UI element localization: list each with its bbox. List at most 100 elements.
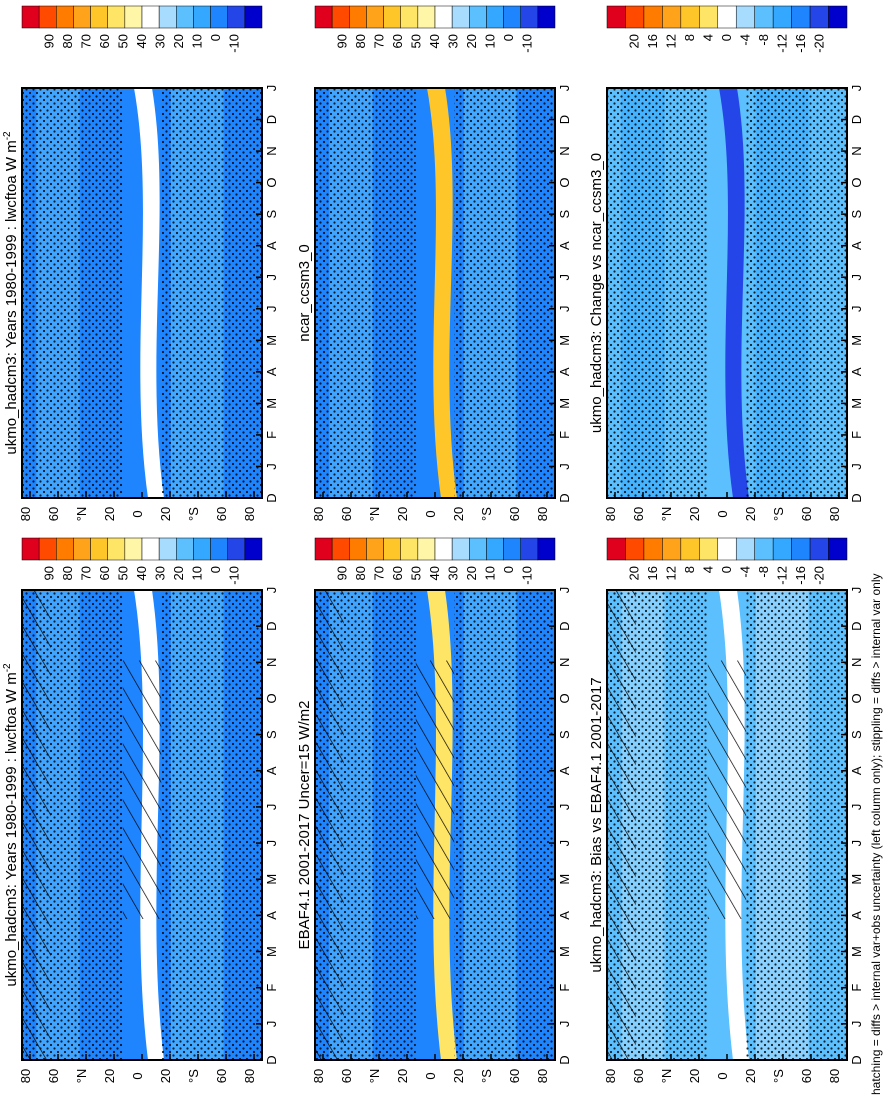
lat-tick-label: 60 [46, 507, 61, 521]
colorbar-swatch [809, 537, 829, 561]
colorbar-swatch [124, 537, 143, 561]
colorbar-swatch [73, 5, 91, 29]
colorbar-swatch [772, 5, 792, 29]
colorbar-swatch [124, 5, 143, 29]
month-tick-label: S [849, 209, 864, 218]
month-tick-label: J [264, 587, 279, 594]
colorbar-tick-label: 40 [134, 34, 149, 48]
month-tick-label: D [849, 621, 864, 630]
colorbar-swatch [486, 537, 504, 561]
panel-title: ukmo_hadcm3: Change vs ncar_ccsm3_0 [588, 153, 605, 433]
lat-tick-label: 60 [214, 507, 229, 521]
lat-tick-label: 20 [451, 1069, 466, 1083]
panel-title: ukmo_hadcm3: Bias vs EBAF4.1 2001-2017 [588, 677, 605, 972]
colorbar: 90 80 70 60 50 40 30 20 10 0 -10 [314, 537, 556, 585]
colorbar-swatch [38, 537, 57, 561]
lat-tick-label: °S [479, 507, 494, 521]
colorbar-swatch [21, 5, 40, 29]
lat-tick-label: °S [479, 1069, 494, 1083]
colorbar-swatch [791, 537, 811, 561]
lat-tick-label: 80 [603, 507, 618, 521]
colorbar-tick-label: 12 [664, 34, 679, 48]
colorbar-swatch [56, 5, 74, 29]
month-tick-label: N [557, 658, 572, 667]
colorbar-swatch [606, 5, 626, 29]
month-tick-label: O [849, 693, 864, 703]
month-tick-label: A [849, 911, 864, 920]
hatch-north [607, 590, 636, 1060]
month-tick-label: J [557, 463, 572, 470]
lat-tick-label: °N [367, 1069, 382, 1084]
month-tick-label: M [849, 398, 864, 409]
colorbar-swatch [606, 537, 626, 561]
month-tick-label: S [264, 730, 279, 739]
colorbar-swatch [193, 5, 211, 29]
lat-tick-label: 0 [715, 510, 730, 517]
colorbar-swatch [537, 5, 556, 29]
month-tick-label: A [557, 367, 572, 376]
month-tick-label: A [557, 241, 572, 250]
month-tick-label: A [557, 766, 572, 775]
colorbar-swatch [141, 5, 160, 29]
colorbar-swatch [366, 537, 384, 561]
colorbar-tick-label: 70 [79, 566, 94, 580]
lat-tick-label: °N [74, 507, 89, 522]
colorbar-tick-label: 8 [682, 566, 697, 573]
colorbar-tick-label: 50 [409, 566, 424, 580]
colorbar-swatch [828, 537, 848, 561]
lat-tick-label: °S [186, 1069, 201, 1083]
lat-tick-label: 20 [743, 1069, 758, 1083]
colorbar-tick-label: 0 [208, 566, 223, 573]
month-tick-label: J [557, 804, 572, 811]
month-tick-label: M [264, 946, 279, 957]
colorbar-swatch [383, 5, 401, 29]
month-tick-label: M [264, 335, 279, 346]
stipple-south [161, 88, 262, 498]
month-tick-label: A [849, 367, 864, 376]
colorbar-tick-label: 8 [682, 34, 697, 41]
month-tick-label: S [264, 209, 279, 218]
colorbar: 90 80 70 60 50 40 30 20 10 0 -10 [314, 5, 556, 53]
month-tick-label: J [849, 804, 864, 811]
lat-tick-label: °S [771, 507, 786, 521]
month-tick-label: J [264, 463, 279, 470]
colorbar-swatch [210, 5, 228, 29]
colorbar-swatch [38, 5, 57, 29]
month-tick-label: S [557, 209, 572, 218]
colorbar-swatch [158, 537, 177, 561]
lat-tick-label: °N [367, 507, 382, 522]
colorbar-tick-label: -12 [774, 34, 789, 53]
month-tick-label: J [849, 274, 864, 281]
colorbar-tick-label: 30 [445, 34, 460, 48]
month-tick-label: N [849, 146, 864, 155]
month-tick-label: A [849, 241, 864, 250]
colorbar-tick-label: 70 [372, 566, 387, 580]
hatch-north [22, 590, 51, 1060]
colorbar-tick-label: 50 [409, 34, 424, 48]
month-tick-label: J [849, 463, 864, 470]
month-tick-label: F [849, 431, 864, 439]
colorbar-tick-label: 30 [445, 566, 460, 580]
month-tick-label: D [849, 115, 864, 124]
colorbar-swatch [662, 5, 682, 29]
month-tick-label: J [849, 1021, 864, 1028]
colorbar: 20 16 12 8 4 0 -4 -8 -12 -16 -20 [606, 537, 848, 585]
colorbar-swatch [244, 537, 263, 561]
heatmap-panel-3: 80 60 °N 20 0 20 °S 60 80DJFMAMJJASONDJukmo_hadc… [588, 537, 864, 1083]
colorbar-swatch [400, 537, 419, 561]
colorbar-tick-label: 40 [134, 566, 149, 580]
lat-tick-label: 80 [18, 1069, 33, 1083]
colorbar-swatch [643, 537, 663, 561]
colorbar-tick-label: 0 [719, 34, 734, 41]
stipple-south [454, 88, 555, 498]
lat-tick-label: 80 [827, 1069, 842, 1083]
colorbar-tick-label: 90 [42, 566, 57, 580]
colorbar-swatch [227, 537, 246, 561]
colorbar-tick-label: 90 [42, 34, 57, 48]
colorbar-swatch [735, 537, 755, 561]
colorbar-tick-label: -10 [519, 34, 534, 53]
hatch-equator [122, 660, 162, 919]
colorbar-swatch [314, 537, 333, 561]
colorbar-tick-label: -8 [756, 566, 771, 578]
